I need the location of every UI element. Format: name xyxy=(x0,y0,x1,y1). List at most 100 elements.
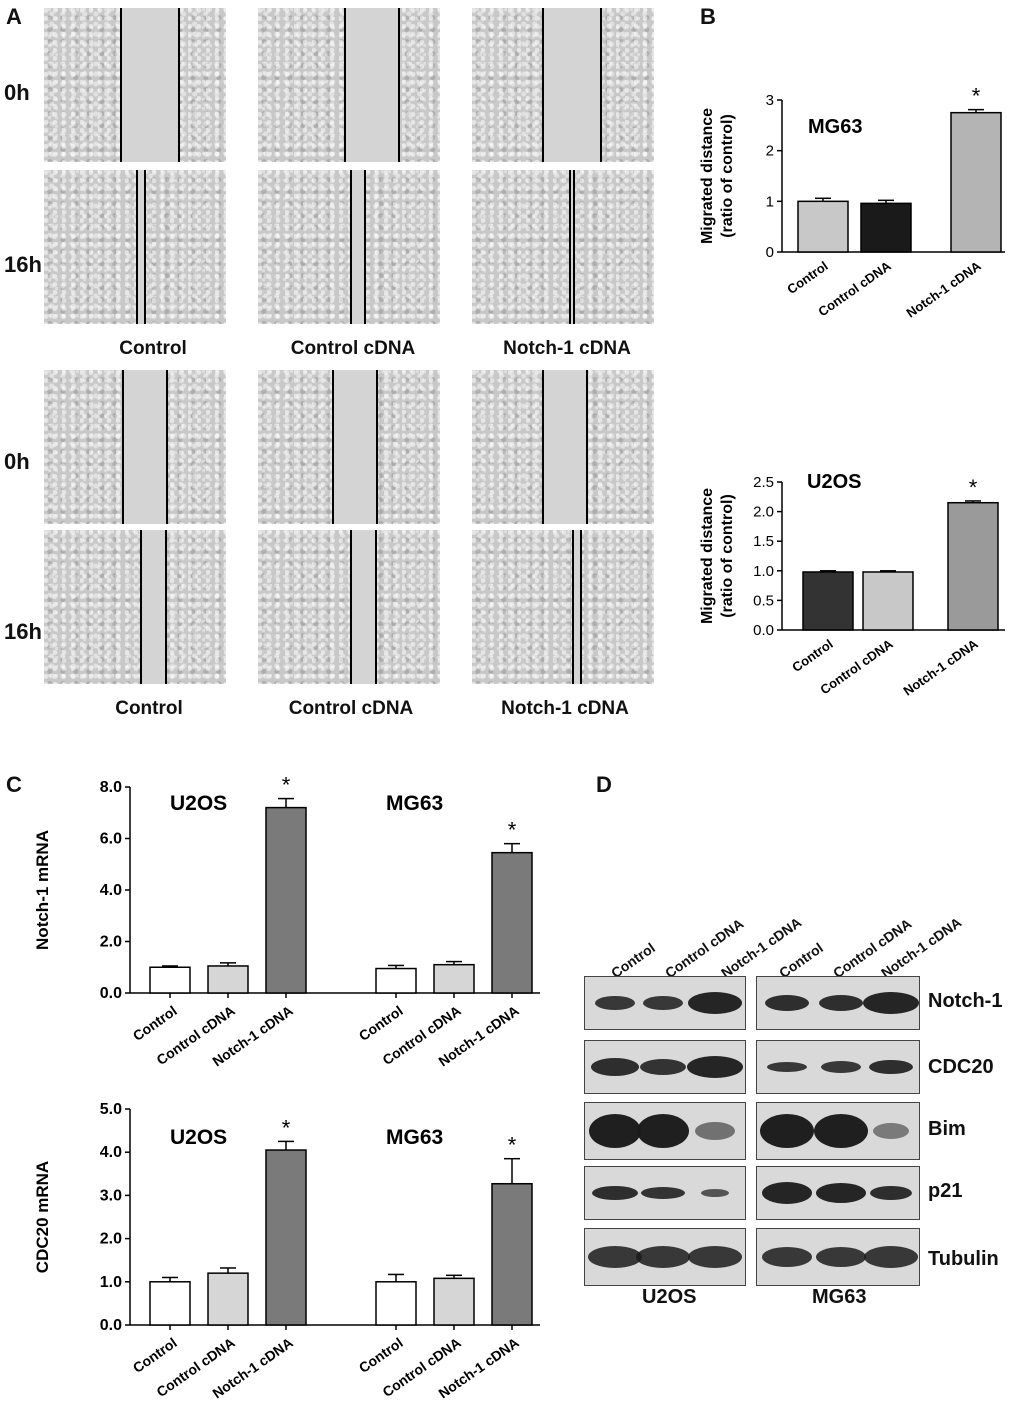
y-tick-label: 3.0 xyxy=(100,1187,122,1204)
blot-band xyxy=(688,1246,742,1268)
blot-band xyxy=(592,1186,638,1200)
wound-edge-right-line xyxy=(586,370,588,524)
wound-edge-right-line xyxy=(165,530,167,684)
blot-band xyxy=(765,995,809,1011)
wound-edge-right-line xyxy=(376,370,378,524)
bar xyxy=(802,571,854,631)
micrograph-0h-bottom-control xyxy=(44,370,226,524)
western-blot-panel: Control Control cDNA Notch-1 cDNA Contro… xyxy=(580,860,1020,1320)
blot-band xyxy=(688,992,742,1014)
bar xyxy=(947,501,999,631)
group-title: U2OS xyxy=(170,792,227,815)
bar xyxy=(797,200,849,253)
bar xyxy=(207,1272,249,1326)
blot-band xyxy=(816,1247,866,1267)
condition-label-control-top: Control xyxy=(119,338,187,359)
significance-marker: * xyxy=(508,1133,517,1158)
x-tick-label: Control xyxy=(356,1002,406,1044)
blot-band xyxy=(687,1056,743,1078)
protein-label-notch1: Notch-1 xyxy=(928,990,1003,1012)
blot-band xyxy=(819,995,863,1011)
blot-band xyxy=(591,1058,639,1076)
y-tick-label: 6.0 xyxy=(100,831,122,848)
group-title: U2OS xyxy=(170,1126,227,1149)
micrograph-0h-bottom-control-cdna xyxy=(258,370,440,524)
x-tick-label: Control xyxy=(130,1002,180,1044)
blot-band xyxy=(864,1246,918,1268)
lane-label-mg63-control: Control xyxy=(776,939,826,982)
y-axis-label-line2: (ratio of control) xyxy=(719,114,736,238)
condition-label-control-cdna-bottom: Control cDNA xyxy=(288,698,414,719)
wound-gap xyxy=(120,8,178,162)
wound-gap xyxy=(350,170,364,324)
blot-band xyxy=(637,1114,689,1148)
blot-band xyxy=(695,1122,735,1140)
wound-gap xyxy=(542,370,586,524)
y-tick-label: 8.0 xyxy=(100,779,122,796)
wound-gap xyxy=(344,8,398,162)
blot-band xyxy=(595,996,635,1010)
wound-edge-right-line xyxy=(166,370,168,524)
blot-band xyxy=(636,1246,690,1268)
blot-band xyxy=(821,1061,861,1073)
y-axis-label: CDC20 mRNA xyxy=(33,1161,52,1273)
wound-edge-left-line xyxy=(572,530,574,684)
row-label-16h-top: 16h xyxy=(4,252,42,277)
micrograph-16h-bottom-control xyxy=(44,530,226,684)
blot-band xyxy=(589,1114,641,1148)
wound-edge-left-line xyxy=(569,170,571,324)
wound-edge-left-line xyxy=(122,370,124,524)
bar xyxy=(433,1277,475,1326)
bar xyxy=(149,1281,191,1326)
x-tick-label: Control xyxy=(784,258,830,297)
blot-notch1-u2os xyxy=(584,976,746,1030)
panel-letter-a: A xyxy=(6,4,22,29)
bar xyxy=(375,1281,417,1326)
y-tick-label: 3 xyxy=(766,92,774,109)
bar xyxy=(265,806,307,994)
bar xyxy=(862,571,914,631)
wound-edge-left-line xyxy=(140,530,142,684)
chart-title: U2OS xyxy=(807,471,861,493)
y-axis-label: Notch-1 mRNA xyxy=(33,830,52,950)
wound-edge-right-line xyxy=(375,530,377,684)
blot-p21-u2os xyxy=(584,1166,746,1220)
y-tick-label: 1.5 xyxy=(753,533,774,550)
y-axis-label-line1: Migrated distance xyxy=(699,488,716,624)
blot-band xyxy=(701,1189,729,1197)
wound-edge-left-line xyxy=(542,8,544,162)
condition-label-notch1-cdna-top: Notch-1 cDNA xyxy=(503,338,631,359)
micrograph-16h-top-control xyxy=(44,170,226,324)
wound-gap xyxy=(122,370,166,524)
blot-band xyxy=(762,1247,812,1267)
blot-band xyxy=(870,1186,912,1200)
blot-band xyxy=(869,1060,913,1074)
wound-gap xyxy=(332,370,376,524)
y-tick-label: 5.0 xyxy=(100,1101,122,1118)
condition-label-notch1-cdna-bottom: Notch-1 cDNA xyxy=(501,698,629,719)
blot-band xyxy=(767,1062,807,1072)
blot-band xyxy=(643,996,683,1010)
wound-edge-left-line xyxy=(344,8,346,162)
wound-edge-left-line xyxy=(542,370,544,524)
protein-label-p21: p21 xyxy=(928,1180,963,1202)
condition-label-control-cdna-top: Control cDNA xyxy=(290,338,416,359)
wound-edge-left-line xyxy=(332,370,334,524)
significance-marker: * xyxy=(282,773,291,798)
blot-tubulin-mg63 xyxy=(756,1228,920,1286)
wound-edge-right-line xyxy=(580,530,582,684)
micrograph-0h-top-control xyxy=(44,8,226,162)
wound-gap xyxy=(572,530,580,684)
y-tick-label: 1 xyxy=(766,193,774,210)
y-tick-label: 2 xyxy=(766,143,774,160)
bar xyxy=(950,111,1002,253)
blot-band xyxy=(760,1114,814,1148)
x-tick-label: Notch-1 cDNA xyxy=(904,258,985,321)
blot-notch1-mg63 xyxy=(756,976,920,1030)
wound-edge-left-line xyxy=(120,8,122,162)
significance-marker: * xyxy=(972,84,981,109)
cell-line-label-u2os: U2OS xyxy=(642,1286,697,1308)
